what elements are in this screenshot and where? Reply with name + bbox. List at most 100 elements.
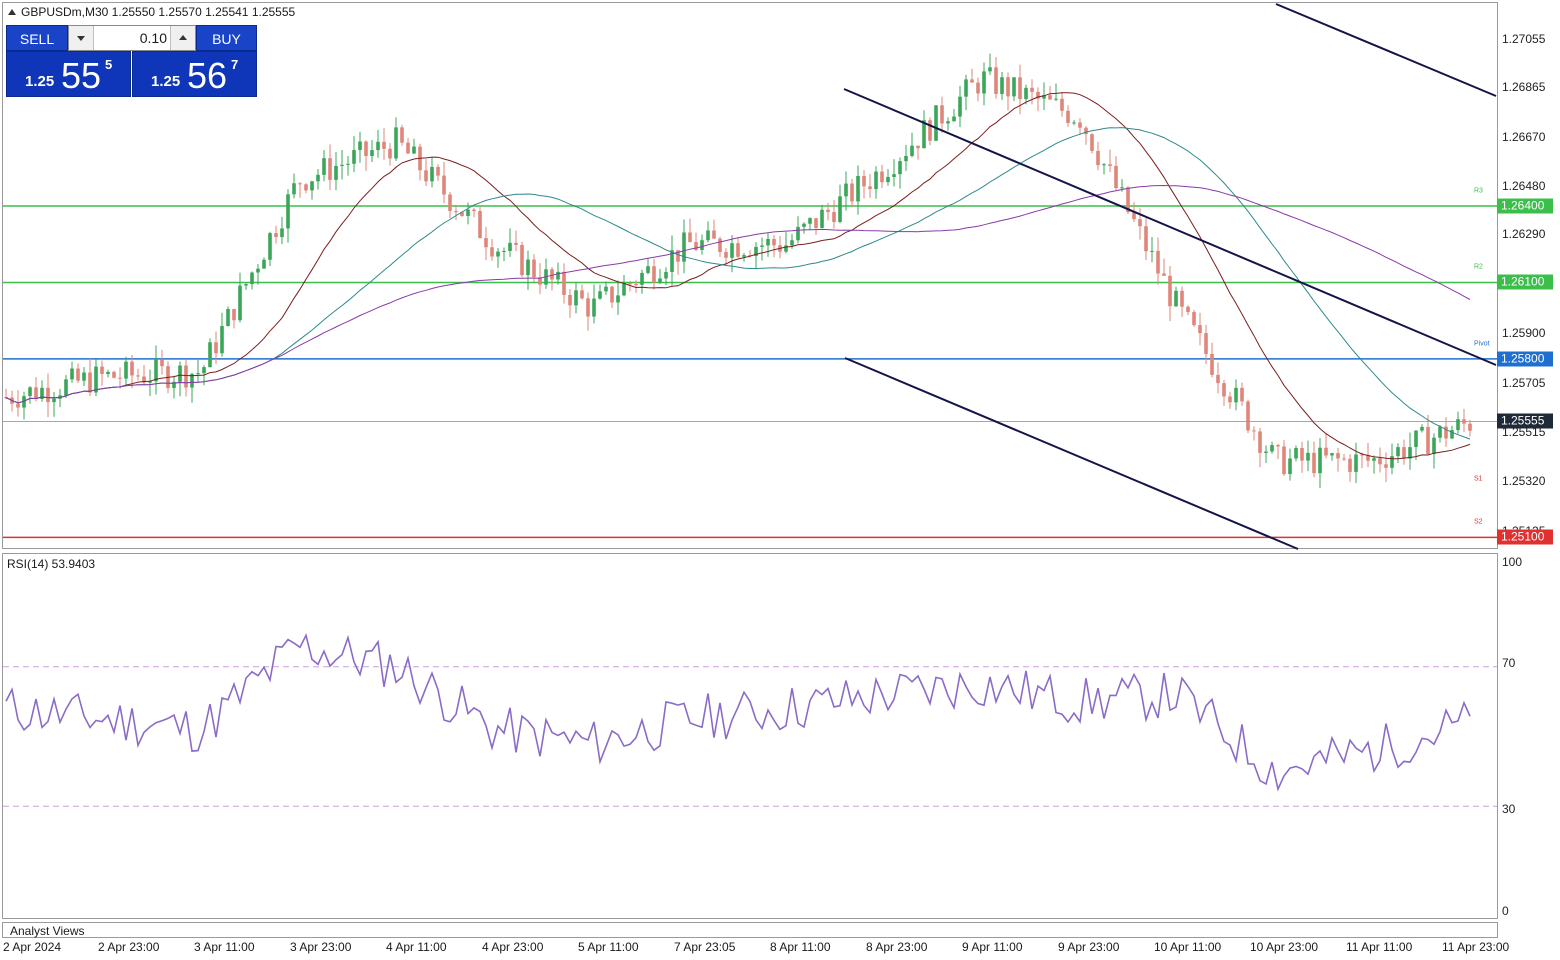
time-axis-label: 2 Apr 23:00 xyxy=(98,940,160,954)
candle-body xyxy=(712,230,716,239)
candle-body xyxy=(1204,333,1208,354)
candle-body xyxy=(1324,447,1328,456)
sell-button[interactable]: SELL xyxy=(6,25,68,51)
candle-body xyxy=(1180,290,1184,307)
candle-body xyxy=(1198,325,1202,334)
candle-body xyxy=(970,79,974,83)
time-axis-label: 4 Apr 23:00 xyxy=(482,940,544,954)
candle-body xyxy=(142,376,146,383)
candle-body xyxy=(826,209,830,213)
current-price-tag: 1.25555 xyxy=(1497,413,1553,429)
candle-body xyxy=(82,372,86,381)
candle-body xyxy=(16,403,20,408)
candle-body xyxy=(928,120,932,141)
candle-body xyxy=(1162,273,1166,276)
moving-average-line xyxy=(5,92,1471,460)
moving-average-line xyxy=(5,184,1471,404)
chevron-up-icon xyxy=(179,35,187,40)
candle-body xyxy=(916,145,920,149)
candle-body xyxy=(670,250,674,272)
rsi-pane[interactable] xyxy=(2,553,1498,919)
candle-body xyxy=(484,238,488,248)
candle-body xyxy=(1072,122,1076,124)
candle-body xyxy=(454,210,458,213)
buy-button[interactable]: BUY xyxy=(196,25,257,51)
candle-body xyxy=(550,269,554,280)
candle-body xyxy=(1120,187,1124,189)
candle-body xyxy=(958,96,962,117)
analyst-views-pane[interactable] xyxy=(2,922,1498,938)
candle-body xyxy=(1114,165,1118,189)
sell-price-box[interactable]: 1.25 55 5 xyxy=(6,51,131,97)
candle-body xyxy=(952,116,956,122)
candle-body xyxy=(988,67,992,72)
candle-body xyxy=(574,290,578,306)
lot-increase-button[interactable] xyxy=(170,26,195,50)
candle-body xyxy=(376,141,380,151)
lot-decrease-button[interactable] xyxy=(69,26,94,50)
candle-body xyxy=(1420,426,1424,431)
candle-body xyxy=(178,365,182,382)
candle-body xyxy=(466,209,470,216)
candle-body xyxy=(508,242,512,251)
candle-body xyxy=(106,371,110,374)
candle-body xyxy=(946,121,950,124)
candle-body xyxy=(358,141,362,151)
candle-body xyxy=(1312,452,1316,474)
candle-body xyxy=(526,259,530,276)
candle-body xyxy=(94,366,98,393)
time-axis-label: 10 Apr 23:00 xyxy=(1250,940,1319,954)
sell-price-pip: 5 xyxy=(105,57,113,72)
candle-body xyxy=(820,209,824,228)
candle-body xyxy=(502,250,506,252)
candle-body xyxy=(784,245,788,252)
candle-body xyxy=(172,381,176,388)
candle-body xyxy=(1234,387,1238,403)
candle-body xyxy=(52,398,56,403)
candle-body xyxy=(580,290,584,299)
candle-body xyxy=(754,246,758,257)
candle-body xyxy=(1414,430,1418,448)
candle-body xyxy=(238,285,242,321)
candle-body xyxy=(652,266,656,283)
candle-body xyxy=(1348,458,1352,472)
candle-body xyxy=(232,309,236,321)
candle-body xyxy=(562,271,566,295)
candle-body xyxy=(496,251,500,257)
candle-body xyxy=(388,148,392,159)
candle-body xyxy=(874,171,878,190)
candle-body xyxy=(1156,250,1160,274)
trendline-top xyxy=(1275,3,1497,97)
candle-body xyxy=(1336,453,1340,459)
analyst-views-label: Analyst Views xyxy=(10,924,85,938)
candle-body xyxy=(730,243,734,258)
candle-body xyxy=(1144,226,1148,252)
candle-body xyxy=(268,233,272,260)
level-tag-label: R3 xyxy=(1474,187,1483,195)
candle-body xyxy=(772,238,776,246)
candle-body xyxy=(1132,212,1136,220)
candle-body xyxy=(850,183,854,202)
candle-body xyxy=(280,228,284,238)
candle-body xyxy=(622,283,626,296)
candle-body xyxy=(364,141,368,156)
candle-body xyxy=(1096,150,1100,166)
candle-body xyxy=(922,120,926,149)
candle-body xyxy=(352,150,356,164)
candle-body xyxy=(1330,453,1334,456)
candle-body xyxy=(586,298,590,317)
moving-average-line xyxy=(5,127,1471,440)
time-axis-label: 11 Apr 23:00 xyxy=(1442,940,1510,954)
candle-body xyxy=(1438,426,1442,438)
candle-body xyxy=(814,218,818,228)
candle-body xyxy=(400,127,404,143)
candle-body xyxy=(1210,353,1214,375)
candle-body xyxy=(790,240,794,246)
time-axis-label: 3 Apr 11:00 xyxy=(194,940,255,954)
buy-price-box[interactable]: 1.25 56 7 xyxy=(132,51,257,97)
candle-body xyxy=(766,238,770,246)
candle-body xyxy=(460,212,464,216)
lot-size-field[interactable]: 0.10 xyxy=(68,25,196,51)
collapse-triangle-icon[interactable] xyxy=(8,9,16,15)
lot-size-value[interactable]: 0.10 xyxy=(139,30,167,46)
